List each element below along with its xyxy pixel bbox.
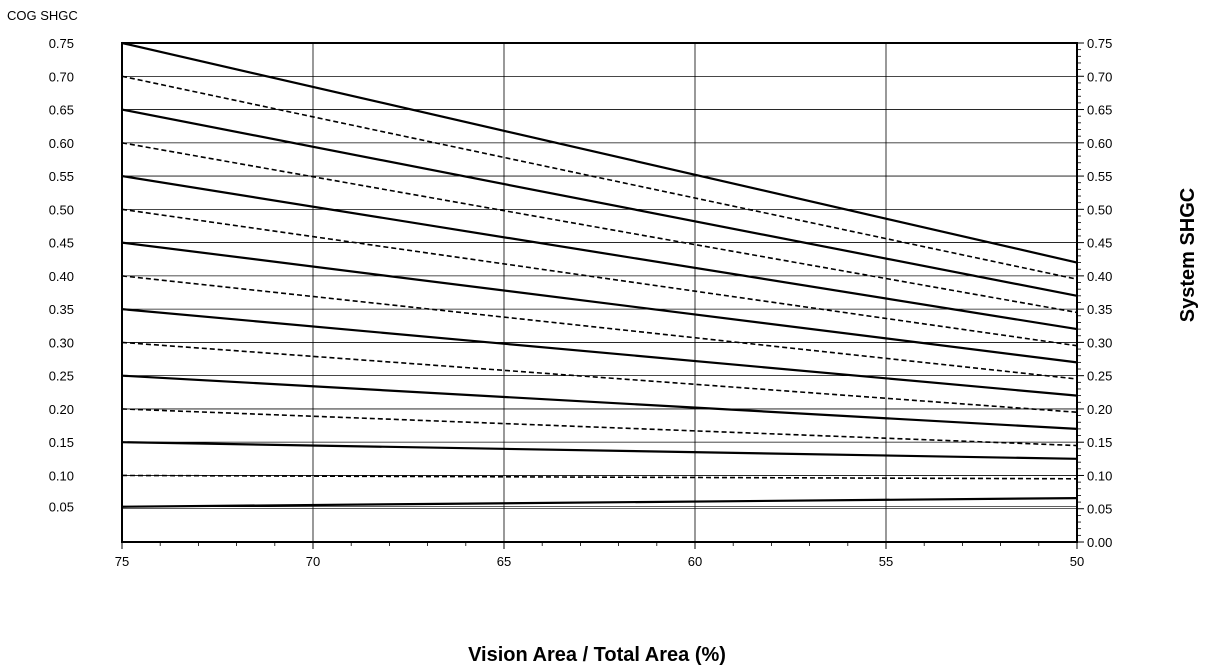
- x-tick-label: 50: [1070, 554, 1084, 569]
- right-axis: 0.00 0.05 0.10 0.15 0.20 0.25 0.30 0.35 0.40 0.45…: [1077, 36, 1112, 550]
- series-line: [121, 374, 1078, 430]
- left-tick-label: 0.20: [49, 402, 74, 417]
- grid: [121, 42, 1078, 543]
- left-tick-label: 0.15: [49, 435, 74, 450]
- right-tick-label: 0.20: [1087, 402, 1112, 417]
- right-tick-label: 0.00: [1087, 535, 1112, 550]
- right-tick-label: 0.15: [1087, 435, 1112, 450]
- right-tick-label: 0.50: [1087, 202, 1112, 217]
- right-tick-label: 0.05: [1087, 502, 1112, 517]
- left-tick-label: 0.75: [49, 36, 74, 51]
- series-line: [121, 408, 1078, 447]
- left-tick-label: 0.65: [49, 103, 74, 118]
- right-tick-label: 0.75: [1087, 36, 1112, 51]
- left-tick-label: 0.45: [49, 236, 74, 251]
- series-line: [121, 142, 1078, 314]
- left-tick-label: 0.05: [49, 500, 74, 515]
- series-line: [121, 441, 1078, 460]
- x-tick-label: 60: [688, 554, 702, 569]
- right-tick-label: 0.45: [1087, 236, 1112, 251]
- left-tick-label: 0.50: [49, 202, 74, 217]
- right-tick-label: 0.10: [1087, 468, 1112, 483]
- x-axis-title: Vision Area / Total Area (%): [468, 644, 726, 666]
- left-tick-label: 0.10: [49, 468, 74, 483]
- left-tick-label: 0.35: [49, 302, 74, 317]
- x-tick-label: 70: [306, 554, 320, 569]
- series-line: [121, 108, 1078, 297]
- cog-shgc-label: COG SHGC: [7, 8, 78, 23]
- right-tick-label: 0.70: [1087, 69, 1112, 84]
- right-tick-label: 0.65: [1087, 103, 1112, 118]
- left-tick-label: 0.70: [49, 69, 74, 84]
- series-line: [121, 241, 1078, 364]
- series-line: [121, 41, 1078, 264]
- x-tick-label: 75: [115, 554, 129, 569]
- series-line: [121, 308, 1078, 397]
- series-line: [121, 275, 1078, 380]
- series-line: [121, 474, 1078, 480]
- series-line: [121, 174, 1078, 331]
- left-tick-label: 0.40: [49, 269, 74, 284]
- left-axis: 0.05 0.10 0.15 0.20 0.25 0.30 0.35 0.40 0.45 0.50…: [49, 36, 74, 515]
- series-line: [121, 496, 1078, 508]
- right-tick-label: 0.40: [1087, 269, 1112, 284]
- left-tick-label: 0.30: [49, 335, 74, 350]
- series-line: [121, 208, 1078, 347]
- right-tick-label: 0.55: [1087, 169, 1112, 184]
- x-tick-label: 65: [497, 554, 511, 569]
- x-tick-label: 55: [879, 554, 893, 569]
- series-line: [121, 75, 1078, 280]
- left-tick-label: 0.25: [49, 369, 74, 384]
- right-tick-label: 0.60: [1087, 136, 1112, 151]
- y-axis-title: System SHGC: [1177, 188, 1199, 323]
- left-tick-label: 0.60: [49, 136, 74, 151]
- plot-frame: [121, 42, 1078, 543]
- x-axis: 75 70 65 60 55 50: [115, 542, 1084, 569]
- left-tick-label: 0.55: [49, 169, 74, 184]
- right-tick-label: 0.30: [1087, 335, 1112, 350]
- series-lines: [121, 41, 1078, 508]
- right-tick-label: 0.35: [1087, 302, 1112, 317]
- right-tick-label: 0.25: [1087, 369, 1112, 384]
